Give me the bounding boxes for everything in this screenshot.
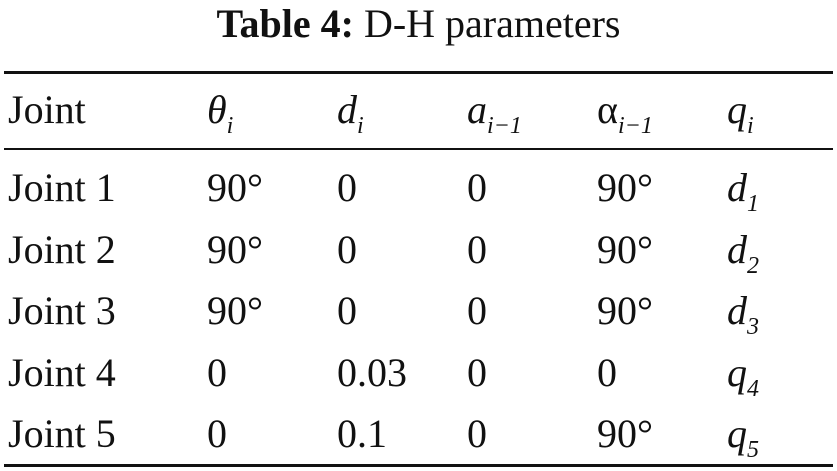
table-cell: Joint 5 xyxy=(8,411,116,456)
table-cell: 90° xyxy=(207,226,263,272)
table-cell: 0 xyxy=(337,165,357,210)
table-cell: 90° xyxy=(597,226,653,272)
caption-text: D-H parameters xyxy=(363,1,621,46)
cell-base: θ xyxy=(207,87,227,132)
table-cell: 0 xyxy=(337,288,357,333)
table-cell: d3 xyxy=(727,288,759,341)
table-cell: Joint 3 xyxy=(8,288,116,333)
header-cell: θi xyxy=(207,87,234,140)
header-cell: ai−1 xyxy=(467,87,522,140)
header-cell: qi xyxy=(727,87,754,140)
table-cell: 0 xyxy=(467,411,487,456)
caption: Table 4: D-H parameters xyxy=(0,0,837,48)
table-cell: q4 xyxy=(727,349,759,402)
table-cell: 0 xyxy=(207,411,227,456)
header-cell: Joint xyxy=(8,87,86,132)
table-cell: 0 xyxy=(467,349,487,395)
table-cell: q5 xyxy=(727,411,759,464)
top-rule xyxy=(4,71,833,74)
table-cell: 0.1 xyxy=(337,411,387,456)
table-cell: Joint 1 xyxy=(8,165,116,210)
table-cell: 0.03 xyxy=(337,349,407,395)
table-cell: 0 xyxy=(467,226,487,272)
cell-subscript: 5 xyxy=(747,437,759,463)
header-rule xyxy=(4,148,833,150)
cell-base: d xyxy=(337,87,357,132)
table-cell: 0 xyxy=(207,349,227,395)
caption-label: Table 4: xyxy=(216,1,354,46)
cell-subscript: 3 xyxy=(747,314,759,340)
cell-base: q xyxy=(727,411,747,456)
table-cell: d2 xyxy=(727,226,759,279)
table-cell: Joint 2 xyxy=(8,226,116,272)
bottom-rule xyxy=(4,464,833,467)
table-cell: 90° xyxy=(207,288,263,333)
header-cell: αi−1 xyxy=(597,87,653,140)
table-cell: 0 xyxy=(597,349,617,395)
table-cell: 90° xyxy=(597,288,653,333)
table-cell: Joint 4 xyxy=(8,349,116,395)
cell-subscript: i−1 xyxy=(487,113,522,139)
cell-base: d xyxy=(727,165,747,210)
cell-subscript: i−1 xyxy=(617,113,653,139)
table-cell: 90° xyxy=(207,165,263,210)
table-cell: 0 xyxy=(467,165,487,210)
cell-subscript: i xyxy=(226,113,234,139)
cell-base: q xyxy=(727,349,747,395)
table-cell: 0 xyxy=(337,226,357,272)
cell-base: q xyxy=(727,87,747,132)
cell-base: α xyxy=(597,87,618,132)
table-cell: d1 xyxy=(727,165,759,218)
cell-subscript: i xyxy=(357,113,364,139)
cell-base: d xyxy=(727,226,747,272)
cell-subscript: 1 xyxy=(747,191,759,217)
cell-subscript: 4 xyxy=(747,375,759,402)
table-cell: 90° xyxy=(597,165,653,210)
cell-base: d xyxy=(727,288,747,333)
cell-subscript: i xyxy=(747,113,754,139)
table-cell: 0 xyxy=(467,288,487,333)
cell-subscript: 2 xyxy=(747,252,759,279)
cell-base: a xyxy=(467,87,487,132)
header-cell: di xyxy=(337,87,364,140)
table-cell: 90° xyxy=(597,411,653,456)
